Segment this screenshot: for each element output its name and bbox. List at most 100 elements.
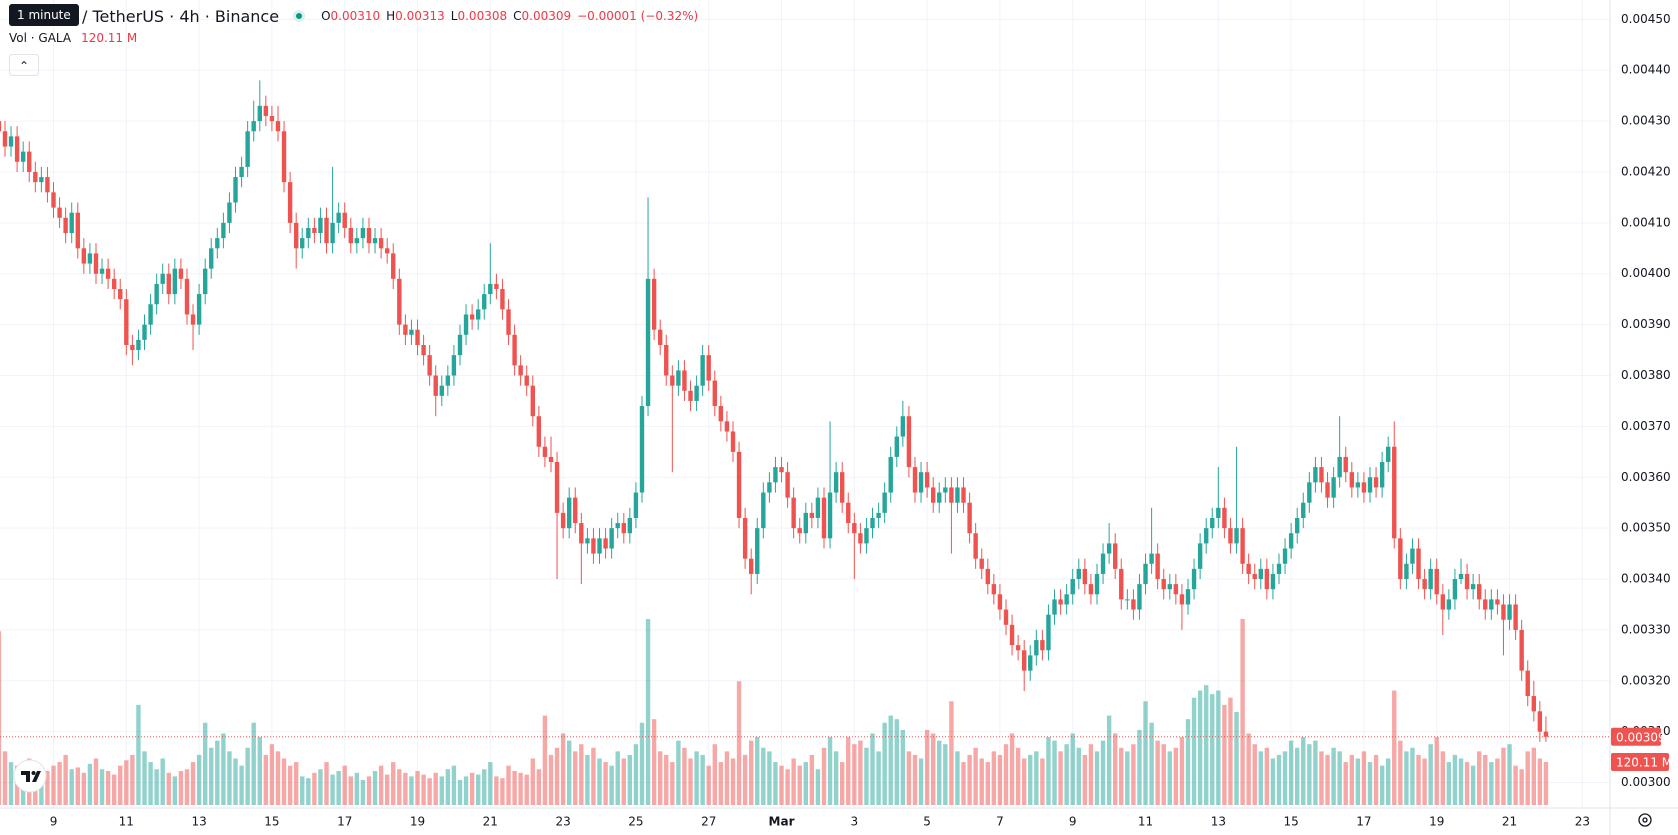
settings-icon[interactable]	[1638, 813, 1652, 827]
volume-bar	[536, 769, 542, 805]
candle-body	[1307, 482, 1312, 503]
candle-body	[888, 456, 893, 493]
candle-body	[1446, 599, 1452, 610]
volume-bar	[415, 771, 420, 805]
candle-body	[257, 105, 262, 122]
candle-body	[75, 212, 80, 249]
volume-bar	[815, 769, 821, 805]
candle-body	[1003, 609, 1009, 625]
volume-bar	[1137, 729, 1142, 805]
candle-body	[548, 456, 554, 463]
candle-body	[475, 309, 481, 320]
ohlc-key: O	[321, 9, 331, 23]
candles	[0, 80, 1549, 742]
x-tick-label: 15	[1283, 815, 1298, 829]
candle-body	[336, 212, 341, 223]
volume-bar	[227, 751, 232, 805]
volume-bar	[706, 765, 711, 805]
candle-body	[1386, 446, 1391, 463]
candle-body	[1398, 538, 1403, 580]
volume-bar	[955, 751, 960, 805]
candle-body	[1507, 604, 1512, 620]
candle-body	[615, 523, 620, 529]
volume-bar	[566, 740, 572, 805]
volume-bar	[360, 779, 366, 805]
candle-body	[724, 421, 730, 432]
candle-body	[300, 238, 305, 249]
volume-bar	[840, 762, 845, 805]
settings-core	[1642, 817, 1648, 823]
volume-bar	[306, 778, 311, 805]
volume-bar	[979, 758, 984, 805]
candle-body	[815, 497, 821, 518]
candle-body	[1252, 573, 1257, 580]
candle-body	[1034, 640, 1039, 656]
candle-body	[233, 177, 238, 203]
symbol[interactable]: / TetherUS · 4h · Binance	[82, 6, 280, 26]
y-tick-label: 0.00320	[1621, 673, 1671, 687]
volume-bar	[688, 758, 693, 805]
candle-body	[997, 594, 1003, 610]
ohlc-key: C	[513, 9, 522, 23]
candle-body	[1483, 599, 1488, 610]
candle-body	[1137, 584, 1142, 610]
volume-bar	[1046, 737, 1051, 805]
candle-body	[269, 116, 275, 122]
candle-body	[1228, 528, 1233, 544]
candle-body	[1191, 568, 1197, 590]
volume-bar	[1216, 690, 1221, 805]
logo-mark	[21, 771, 41, 782]
candle-body	[324, 217, 329, 244]
candle-body	[1052, 599, 1057, 615]
volume-bar	[779, 765, 784, 805]
volume-bar	[827, 737, 833, 805]
volume-bar	[482, 769, 487, 805]
volume-bar	[45, 771, 50, 805]
candle-body	[1100, 553, 1106, 574]
volume-bar	[1489, 762, 1494, 805]
candle-body	[482, 294, 487, 310]
logo-dot	[31, 771, 36, 775]
y-tick-label: 0.00330	[1621, 622, 1671, 636]
volume-bar	[730, 758, 736, 805]
volume-bar	[821, 747, 827, 805]
candle-body	[840, 472, 845, 503]
x-tick-label: 23	[555, 815, 570, 829]
candle-body	[506, 309, 511, 335]
volume-bar	[1331, 747, 1336, 805]
candle-body	[1264, 568, 1270, 590]
volume-bar	[1428, 744, 1433, 805]
x-tick-label: 19	[410, 815, 425, 829]
candle-body	[463, 314, 469, 335]
volume-bar	[391, 762, 396, 805]
x-tick-label: 27	[701, 815, 716, 829]
candle-body	[348, 227, 353, 244]
volume-bar	[166, 772, 171, 805]
volume-value: 120.11 M	[81, 31, 138, 45]
candle-body	[1410, 548, 1415, 564]
volume-bar	[1179, 737, 1185, 805]
volume-bar	[1513, 765, 1518, 805]
candle-body	[1119, 568, 1124, 600]
candle-body	[609, 528, 614, 549]
candle-body	[785, 472, 790, 498]
candle-body	[1404, 563, 1409, 580]
candle-body	[1440, 594, 1446, 610]
candle-body	[1173, 584, 1179, 595]
candle-body	[573, 497, 578, 524]
candle-body	[1106, 543, 1112, 554]
candle-body	[1428, 568, 1433, 590]
volume-title[interactable]: Vol · GALA	[9, 31, 72, 45]
volume-bar	[69, 769, 74, 805]
volume-bar	[670, 762, 675, 805]
volume-bar	[1343, 762, 1348, 805]
legend-row: / TetherUS · 4h · Binance O 0.00310 H 0.003…	[82, 5, 698, 27]
candle-body	[190, 314, 196, 325]
x-tick-label: 17	[1356, 815, 1371, 829]
candle-body	[1367, 477, 1373, 493]
collapse-button[interactable]: ⌃	[9, 54, 39, 76]
candle-body	[767, 482, 772, 493]
candle-body	[852, 523, 857, 534]
candle-body	[1009, 624, 1015, 646]
candle-body	[597, 538, 602, 554]
